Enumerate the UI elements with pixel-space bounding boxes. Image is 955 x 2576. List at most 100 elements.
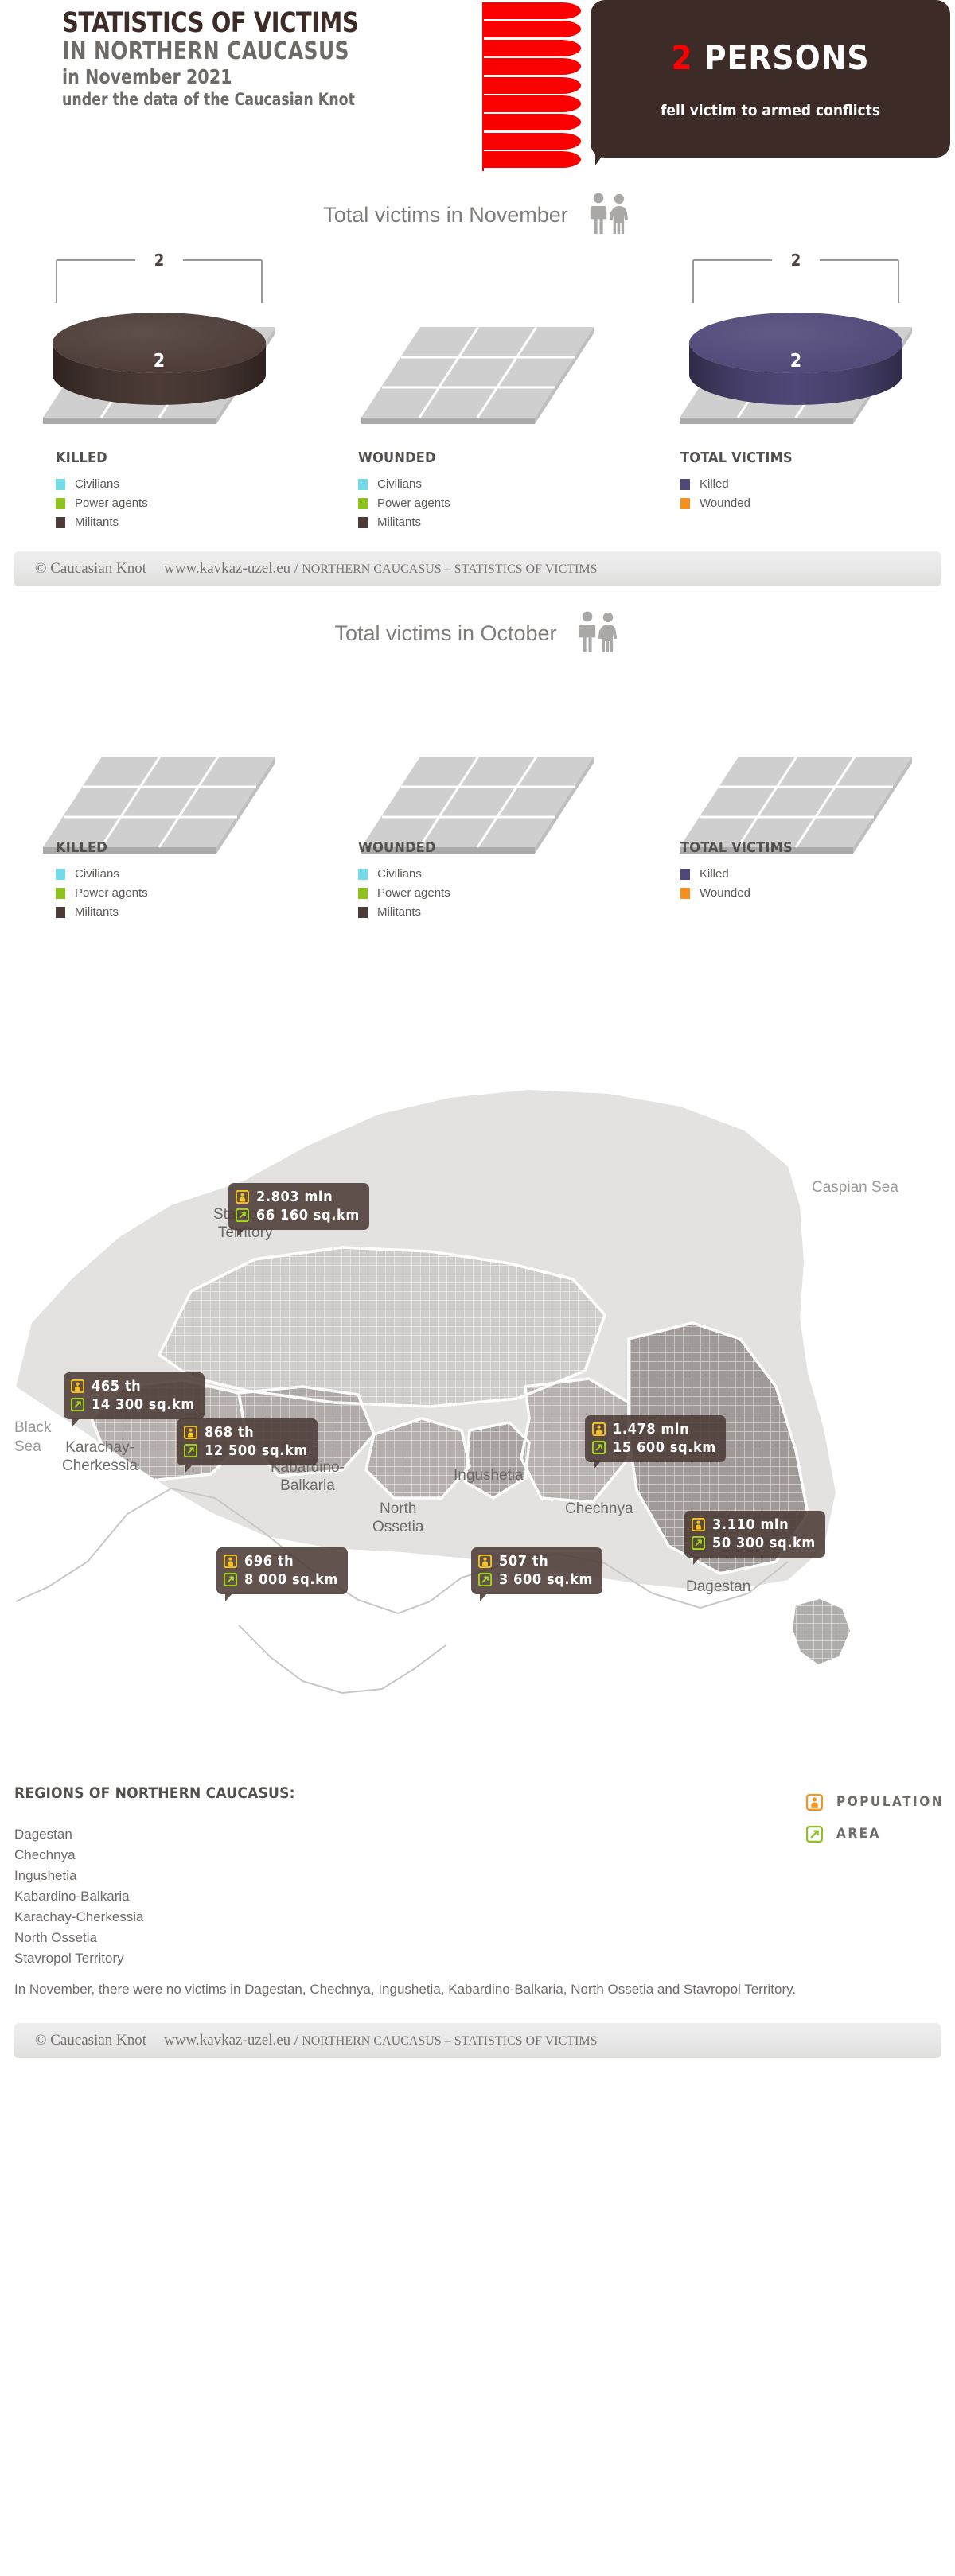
map-tooltip-ingushetia[interactable]: 507 th 3 600 sq.km — [471, 1547, 602, 1601]
legend-label: Militants — [377, 516, 422, 529]
footer-tagline-bottom: NORTHERN CAUCASUS – STATISTICS OF VICTIM… — [302, 2034, 598, 2048]
tooltip-population-row: 2.803 mln — [236, 1188, 360, 1206]
chart-column-total-victims: 2 2 — [637, 251, 955, 449]
tooltip-population-row: 3.110 mln — [692, 1516, 816, 1534]
tooltip-population-row: 1.478 mln — [592, 1420, 716, 1438]
october-heading-label: Total victims in October — [334, 621, 557, 645]
map-tooltip-karachay-cherkessia[interactable]: 465 th 14 300 sq.km — [64, 1372, 205, 1426]
tooltip-area-row: 14 300 sq.km — [71, 1395, 195, 1414]
victims-callout: 2 PERSONS fell victim to armed conflicts — [591, 0, 950, 158]
tooltip-tail — [237, 1229, 244, 1237]
legend-swatch — [680, 497, 690, 509]
november-legend-row: KILLED Civilians Power agents Militants … — [0, 449, 955, 551]
tooltip-population-value: 868 th — [205, 1424, 255, 1441]
legend-item: Militants — [56, 514, 374, 531]
footer-site-top[interactable]: www.kavkaz-uzel.eu / — [164, 560, 299, 577]
map-tooltip-kabardino-balkaria[interactable]: 868 th 12 500 sq.km — [177, 1418, 318, 1473]
legend-label: Militants — [377, 905, 422, 919]
map-tooltip-dagestan[interactable]: 3.110 mln 50 300 sq.km — [684, 1511, 825, 1565]
october-heading: Total victims in October — [0, 586, 955, 680]
tooltip-area-value: 15 600 sq.km — [613, 1439, 716, 1456]
october-legend-row: KILLED Civilians Power agents Militants … — [0, 839, 955, 941]
population-icon — [805, 1793, 823, 1811]
legend-title: TOTAL VICTIMS — [680, 839, 793, 856]
legend-swatch — [358, 906, 368, 918]
chart-column-killed: 2 2 — [0, 251, 318, 449]
bullet-icon — [484, 2, 581, 19]
region-list-item: Kabardino-Balkaria — [14, 1889, 130, 1904]
legend-item: Power agents — [358, 885, 676, 901]
callout-persons-label: PERSONS — [704, 38, 870, 77]
legend-swatch — [56, 497, 65, 509]
north-ossetia-label: North Ossetia — [372, 1500, 424, 1535]
bullet-icon — [484, 76, 581, 94]
value-cylinder — [689, 313, 902, 405]
legend-title: TOTAL VICTIMS — [680, 449, 793, 466]
region-list-item: Dagestan — [14, 1827, 72, 1842]
legend-swatch — [680, 478, 690, 490]
title-line-4: under the data of the Caucasian Knot — [62, 90, 355, 109]
legend-killed: KILLED Civilians Power agents Militants — [56, 839, 374, 923]
tooltip-population-row: 868 th — [184, 1423, 308, 1442]
legend-item: Militants — [56, 904, 374, 920]
footer-bar-bottom: © Caucasian Knot www.kavkaz-uzel.eu / NO… — [14, 2023, 941, 2058]
legend-swatch — [358, 868, 368, 880]
legend-item: Power agents — [56, 495, 374, 512]
tooltip-area-row: 50 300 sq.km — [692, 1534, 816, 1552]
footer-copyright-bottom: © Caucasian Knot — [35, 2032, 147, 2049]
area-arrow-icon — [478, 1573, 492, 1586]
measure-bracket — [692, 259, 899, 303]
tooltip-population-value: 1.478 mln — [613, 1421, 690, 1438]
footer-site-bottom[interactable]: www.kavkaz-uzel.eu / — [164, 2032, 299, 2049]
region-list-item: North Ossetia — [14, 1930, 97, 1945]
tooltip-population-row: 696 th — [224, 1552, 338, 1570]
callout-number: 2 — [671, 38, 693, 77]
legend-title: KILLED — [56, 839, 107, 856]
platform-grid — [680, 756, 912, 854]
footer-tagline-top: NORTHERN CAUCASUS – STATISTICS OF VICTIM… — [302, 562, 598, 576]
legend-swatch — [358, 478, 368, 490]
population-icon — [71, 1379, 84, 1393]
legend-item: Power agents — [358, 495, 676, 512]
legend-swatch — [56, 478, 65, 490]
legend-swatch — [358, 887, 368, 899]
population-icon — [692, 1518, 705, 1531]
legend-label: Killed — [700, 477, 729, 491]
callout-subtitle: fell victim to armed conflicts — [660, 102, 881, 119]
area-arrow-icon — [805, 1825, 823, 1843]
map-tooltip-chechnya[interactable]: 1.478 mln 15 600 sq.km — [585, 1415, 726, 1469]
map-key-row: AREA — [805, 1818, 944, 1850]
chart-column-killed — [0, 680, 318, 879]
legend-swatch — [56, 868, 65, 880]
legend-item: Civilians — [358, 866, 676, 882]
legend-title: KILLED — [56, 449, 107, 466]
legend-swatch — [56, 887, 65, 899]
tooltip-area-row: 12 500 sq.km — [184, 1442, 308, 1460]
legend-swatch — [56, 516, 65, 528]
region-list-item: Chechnya — [14, 1847, 76, 1862]
bullet-icon — [484, 132, 581, 150]
platform-grid — [361, 756, 594, 854]
map-tooltip-north-ossetia[interactable]: 696 th 8 000 sq.km — [216, 1547, 348, 1601]
bracket-value: 2 — [154, 251, 165, 270]
legend-label: Civilians — [75, 477, 119, 491]
population-icon — [478, 1555, 492, 1568]
map-tooltip-stavropol-territory[interactable]: 2.803 mln 66 160 sq.km — [228, 1183, 369, 1237]
tooltip-area-row: 66 160 sq.km — [236, 1206, 360, 1224]
area-arrow-icon — [692, 1536, 705, 1550]
tooltip-area-value: 50 300 sq.km — [712, 1535, 816, 1551]
regions-list: Dagestan Chechnya Ingushetia Kabardino-Balk… — [14, 1824, 144, 1969]
karachay-cherkessia-label: Karachay- Cherkessia — [62, 1439, 138, 1474]
bullet-icon — [484, 114, 581, 131]
chart-column-wounded — [318, 680, 637, 879]
callout-tail — [595, 148, 608, 165]
legend-swatch — [680, 868, 690, 880]
legend-swatch — [358, 516, 368, 528]
tooltip-area-value: 3 600 sq.km — [499, 1571, 593, 1588]
tooltip-area-value: 14 300 sq.km — [92, 1396, 195, 1413]
map-key-row: POPULATION — [805, 1786, 944, 1818]
map-key: POPULATION AREA — [805, 1786, 944, 1850]
tooltip-tail — [185, 1465, 193, 1473]
area-arrow-icon — [224, 1573, 237, 1586]
